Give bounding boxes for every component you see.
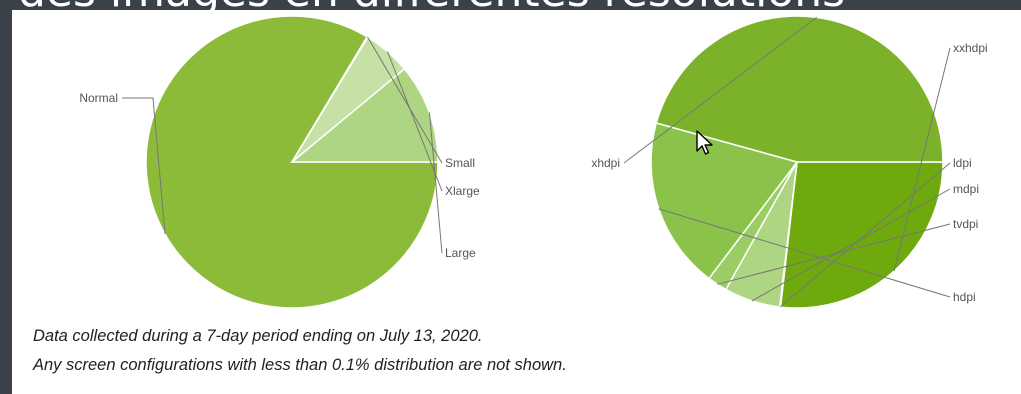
pie-labels-2: xxhdpi ldpi mdpi tvdpi hdpi xhdpi — [591, 16, 988, 308]
label-large: Large — [445, 246, 476, 260]
leader-line-xlarge — [387, 51, 443, 192]
label-normal: Normal — [79, 91, 118, 105]
leader-line-small — [367, 36, 443, 164]
label-hdpi: hdpi — [953, 290, 976, 304]
label-xlarge: Xlarge — [445, 184, 480, 198]
leader-line-large — [428, 112, 443, 254]
pie-chart-1: Normal Small Xlarge Large — [79, 15, 480, 309]
chart-panel: Normal Small Xlarge Large xxhdpi ldpi mdpi tvdp… — [12, 10, 1021, 394]
label-xhdpi: xhdpi — [591, 156, 620, 170]
caption-line-2: Any screen configurations with less than… — [33, 356, 567, 374]
label-xxhdpi: xxhdpi — [953, 41, 988, 55]
label-mdpi: mdpi — [953, 182, 979, 196]
pie-labels-1: Normal Small Xlarge Large — [79, 36, 480, 260]
mouse-cursor-icon — [696, 130, 713, 155]
caption-line-1: Data collected during a 7-day period end… — [33, 327, 483, 345]
leader-line-mdpi — [751, 188, 951, 302]
pie-chart-2: xxhdpi ldpi mdpi tvdpi hdpi xhdpi — [591, 15, 988, 309]
caption: Data collected during a 7-day period end… — [33, 322, 567, 380]
leader-line-tvdpi — [717, 223, 951, 285]
pie-charts: Normal Small Xlarge Large xxhdpi ldpi mdpi tvdp… — [79, 15, 988, 309]
leader-line-ldpi — [779, 162, 951, 308]
label-ldpi: ldpi — [953, 156, 972, 170]
leader-line-xxhdpi — [893, 47, 951, 272]
leader-line-xhdpi — [623, 16, 818, 164]
label-tvdpi: tvdpi — [953, 217, 978, 231]
slide-title: des images en différentes résolutions — [18, 0, 1018, 18]
leader-line-hdpi — [658, 208, 951, 298]
label-small: Small — [445, 156, 475, 170]
leader-line-normal — [122, 97, 166, 234]
